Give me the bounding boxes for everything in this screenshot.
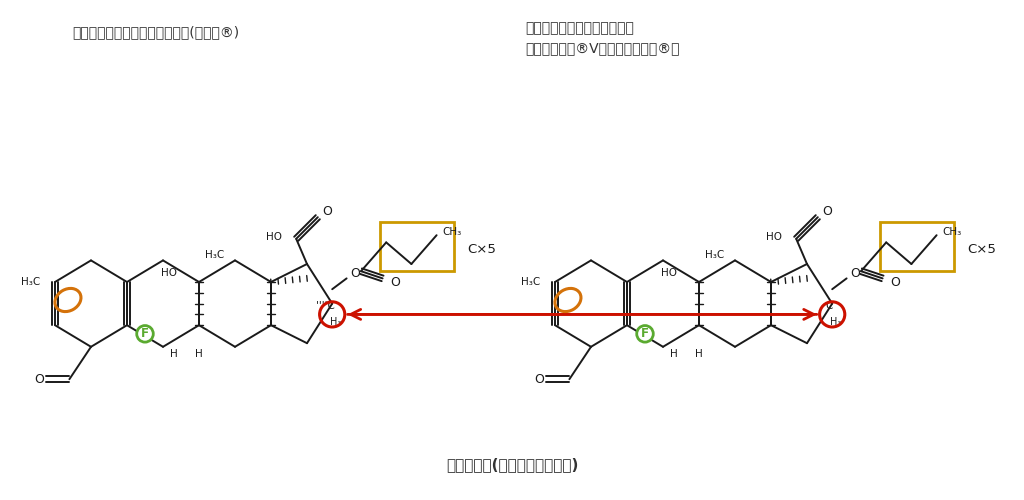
Text: H₃: H₃ bbox=[330, 316, 341, 326]
Text: H₃C: H₃C bbox=[705, 250, 724, 260]
Bar bbox=[881, 222, 954, 271]
Circle shape bbox=[637, 326, 653, 342]
Text: H: H bbox=[670, 349, 678, 359]
Text: HO: HO bbox=[662, 268, 678, 278]
Text: CH₃: CH₃ bbox=[942, 226, 962, 236]
Text: 立体異性体(ジアステレオマー): 立体異性体(ジアステレオマー) bbox=[445, 458, 579, 472]
Text: O: O bbox=[535, 372, 544, 386]
Text: C×5: C×5 bbox=[467, 243, 496, 256]
Text: O: O bbox=[34, 372, 44, 386]
Circle shape bbox=[137, 326, 154, 342]
Text: O: O bbox=[390, 276, 399, 288]
Text: H: H bbox=[170, 349, 178, 359]
Text: F: F bbox=[141, 328, 150, 340]
Text: H: H bbox=[196, 349, 203, 359]
Text: H₃C: H₃C bbox=[521, 277, 541, 287]
Text: O: O bbox=[350, 267, 360, 280]
Bar bbox=[381, 222, 454, 271]
Text: O: O bbox=[323, 205, 332, 218]
Text: ''''C: ''''C bbox=[315, 301, 335, 311]
Text: C×5: C×5 bbox=[967, 243, 995, 256]
Text: HO: HO bbox=[266, 232, 282, 241]
Text: H₃C: H₃C bbox=[205, 250, 224, 260]
Text: H₃C: H₃C bbox=[22, 277, 41, 287]
Text: O: O bbox=[822, 205, 833, 218]
Text: HO: HO bbox=[162, 268, 177, 278]
Text: F: F bbox=[641, 328, 649, 340]
Text: （リンデロン®V、ベトネベート®）: （リンデロン®V、ベトネベート®） bbox=[525, 41, 680, 55]
Text: H₃: H₃ bbox=[830, 316, 842, 326]
Text: H: H bbox=[695, 349, 702, 359]
Text: O: O bbox=[850, 267, 860, 280]
Text: ベタメタゾン吉草酸エステル: ベタメタゾン吉草酸エステル bbox=[525, 21, 634, 35]
Text: デキサメタゾン吉草酸エステル(ポアラ®): デキサメタゾン吉草酸エステル(ポアラ®) bbox=[72, 25, 240, 39]
Text: O: O bbox=[890, 276, 900, 288]
Text: HO: HO bbox=[766, 232, 781, 241]
Text: CH₃: CH₃ bbox=[442, 226, 462, 236]
Text: C: C bbox=[825, 301, 833, 311]
